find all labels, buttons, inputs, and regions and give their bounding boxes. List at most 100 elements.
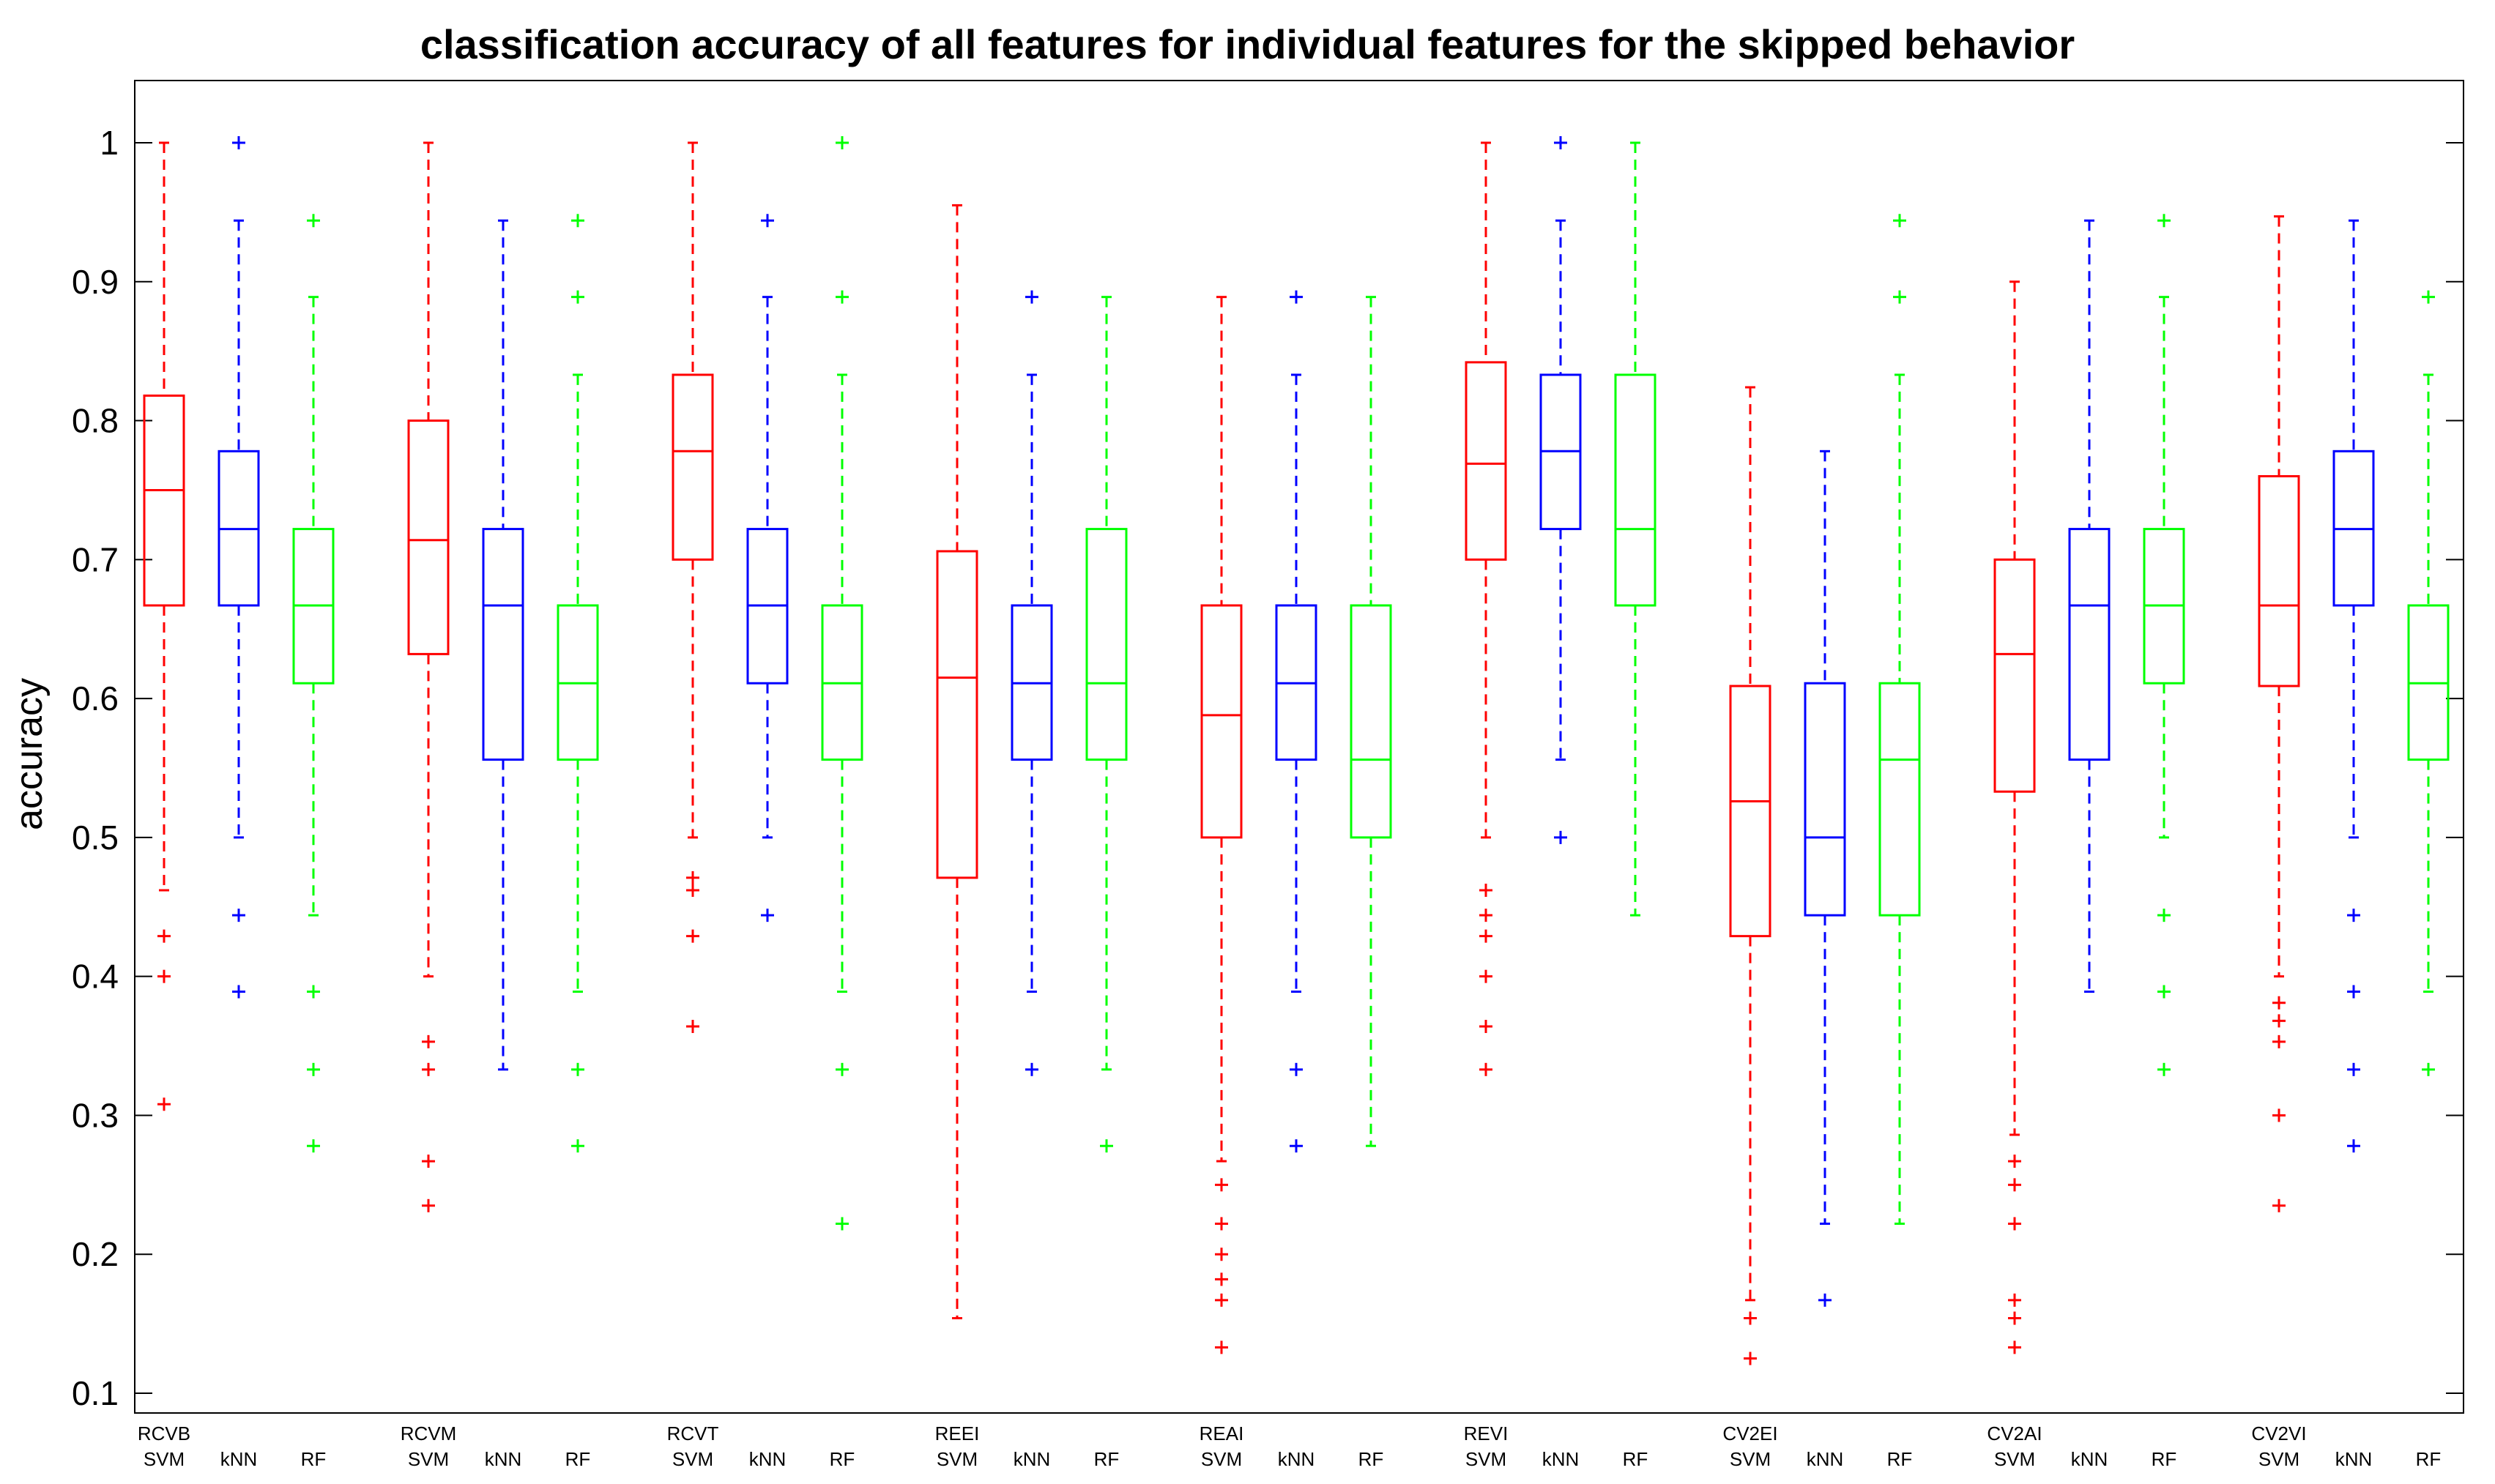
outlier-marker [2157, 985, 2171, 999]
box-revi-knn [1539, 136, 1582, 844]
outlier-marker [2008, 1155, 2021, 1168]
box-iqr [143, 394, 185, 607]
outlier-marker [1100, 1139, 1113, 1153]
outlier-marker [2008, 1311, 2021, 1325]
outlier-marker [1479, 929, 1492, 943]
y-tick-label: 0.3 [72, 1096, 119, 1134]
outlier-marker [2347, 1139, 2360, 1153]
x-tick-label-method: kNN [2071, 1448, 2108, 1470]
outlier-marker [571, 214, 584, 228]
outlier-marker [422, 1155, 435, 1168]
outlier-marker [2157, 1062, 2171, 1076]
outlier-marker [1479, 1062, 1492, 1076]
box-rcvb-rf [292, 214, 335, 1153]
box-iqr [1729, 685, 1771, 938]
outlier-marker [1479, 969, 1492, 983]
x-tick-label-method: kNN [1807, 1448, 1844, 1470]
box-iqr [2068, 528, 2111, 761]
outlier-marker [2347, 985, 2360, 999]
x-tick-label-method: RF [1623, 1448, 1648, 1470]
x-tick-label-feature: RCVB [138, 1423, 190, 1444]
outlier-marker [571, 1062, 584, 1076]
x-tick-label-method: SVM [1730, 1448, 1771, 1470]
outlier-marker [1744, 1351, 1757, 1365]
box-reei-rf [1085, 296, 1128, 1153]
outlier-marker [1215, 1178, 1228, 1192]
outlier-marker [2272, 1014, 2286, 1028]
box-iqr [1085, 528, 1128, 761]
x-tick-label-method: RF [830, 1448, 855, 1470]
box-rcvt-knn [746, 214, 789, 922]
x-tick-label-method: kNN [1542, 1448, 1580, 1470]
outlier-marker [686, 870, 699, 884]
y-tick-label: 0.7 [72, 540, 119, 578]
box-cv2ei-knn [1804, 450, 1846, 1307]
outlier-marker [1025, 290, 1038, 304]
box-rcvt-svm [672, 141, 714, 1033]
y-axis: 0.1 0.2 0.3 0.4 0.5 0.6 0.7 0.8 0.9 1 [72, 124, 2464, 1412]
x-tick-label-method: kNN [2335, 1448, 2373, 1470]
outlier-marker [1290, 1139, 1303, 1153]
box-cv2ai-svm [1993, 280, 2036, 1354]
outlier-marker [2347, 1062, 2360, 1076]
outlier-marker [232, 136, 245, 149]
box-cv2vi-svm [2258, 215, 2300, 1212]
x-tick-label-method: kNN [1278, 1448, 1315, 1470]
x-tick-label-method: SVM [672, 1448, 713, 1470]
outlier-marker [2347, 909, 2360, 922]
y-tick-label: 0.4 [72, 958, 119, 996]
box-iqr [407, 420, 450, 655]
x-axis-labels: SVM RCVB kNN RF SVM RCVM kNN RF SVM RCVT kNN RF SVM R… [138, 1423, 2441, 1470]
box-rcvb-svm [143, 141, 185, 1111]
box-revi-rf [1614, 141, 1656, 917]
box-iqr [1878, 682, 1921, 917]
outlier-marker [422, 1198, 435, 1212]
outlier-marker [1818, 1293, 1832, 1307]
outlier-marker [1290, 1062, 1303, 1076]
outlier-marker [307, 1062, 320, 1076]
x-tick-label-feature: CV2VI [2251, 1423, 2306, 1444]
outlier-marker [1479, 1019, 1492, 1033]
y-tick-label: 0.8 [72, 402, 119, 440]
outlier-marker [157, 969, 171, 983]
x-tick-label-method: RF [2416, 1448, 2442, 1470]
outlier-marker [761, 214, 774, 228]
outlier-marker [1025, 1062, 1038, 1076]
outlier-marker [761, 909, 774, 922]
box-iqr [672, 373, 714, 561]
box-cv2ai-rf [2143, 214, 2185, 1076]
box-rcvb-knn [217, 136, 260, 999]
box-reai-knn [1275, 290, 1317, 1153]
x-tick-label-feature: RCVT [667, 1423, 719, 1444]
outlier-marker [232, 985, 245, 999]
outlier-marker [1554, 830, 1567, 844]
x-tick-label-method: SVM [408, 1448, 449, 1470]
outlier-marker [836, 1062, 849, 1076]
box-reai-rf [1350, 296, 1392, 1147]
outlier-marker [2422, 1062, 2435, 1076]
x-tick-label-method: kNN [1014, 1448, 1051, 1470]
outlier-marker [836, 136, 849, 149]
x-tick-label-method: SVM [1465, 1448, 1506, 1470]
box-cv2ai-knn [2068, 219, 2111, 993]
box-reai-svm [1200, 296, 1243, 1354]
boxes [143, 136, 2450, 1365]
x-tick-label-method: RF [565, 1448, 591, 1470]
box-iqr [1993, 558, 2036, 793]
outlier-marker [422, 1062, 435, 1076]
outlier-marker [1215, 1217, 1228, 1231]
outlier-marker [686, 929, 699, 943]
outlier-marker [2272, 1108, 2286, 1122]
outlier-marker [686, 1019, 699, 1033]
box-rcvm-knn [482, 219, 524, 1071]
box-cv2ei-svm [1729, 386, 1771, 1365]
outlier-marker [232, 909, 245, 922]
x-tick-label-method: kNN [485, 1448, 522, 1470]
chart-title: classification accuracy of all features … [420, 21, 2075, 67]
x-tick-label-feature: REEI [935, 1423, 980, 1444]
outlier-marker [2008, 1217, 2021, 1231]
plot-area [134, 80, 2464, 1414]
x-tick-label-method: SVM [144, 1448, 185, 1470]
